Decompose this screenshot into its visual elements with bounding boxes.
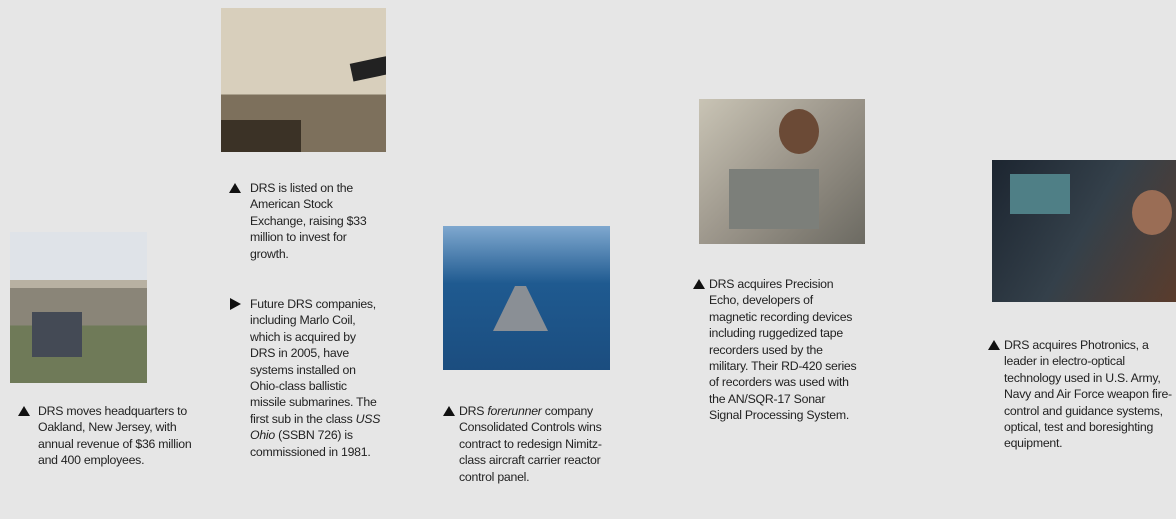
bullet bbox=[693, 279, 705, 289]
bullet bbox=[443, 406, 455, 416]
caption-text: DRS acquires Photronics, a leader in ele… bbox=[988, 337, 1176, 452]
caption-block: Future DRS companies, including Marlo Co… bbox=[229, 296, 381, 460]
caption-block: DRS acquires Photronics, a leader in ele… bbox=[988, 337, 1176, 452]
carrier-photo bbox=[443, 226, 610, 370]
caption-run: Future DRS companies, including Marlo Co… bbox=[250, 297, 377, 426]
caption-block: DRS moves headquarters to Oakland, New J… bbox=[18, 403, 203, 469]
caption-run: forerunner bbox=[487, 404, 542, 418]
bullet bbox=[18, 406, 30, 416]
stock-exchange-photo bbox=[221, 8, 386, 152]
weapon-system-photo bbox=[992, 160, 1176, 302]
caption-run: DRS is listed on the American Stock Exch… bbox=[250, 181, 367, 261]
caption-text: DRS moves headquarters to Oakland, New J… bbox=[18, 403, 203, 469]
bullet bbox=[229, 183, 241, 193]
hq-building-photo bbox=[10, 232, 147, 383]
bullet bbox=[988, 340, 1000, 350]
bullet bbox=[230, 298, 241, 310]
caption-run: USS Ohio bbox=[250, 411, 381, 443]
caption-text: DRS is listed on the American Stock Exch… bbox=[229, 180, 381, 262]
caption-text: DRS acquires Precision Echo, developers … bbox=[693, 276, 859, 424]
caption-block: DRS acquires Precision Echo, developers … bbox=[693, 276, 859, 424]
caption-run: DRS acquires Photronics, a leader in ele… bbox=[1004, 338, 1172, 451]
technician-photo bbox=[699, 99, 865, 244]
caption-run: (SSBN 726) is commissioned in 1981. bbox=[250, 428, 371, 459]
caption-text: DRS forerunner company Consolidated Cont… bbox=[443, 403, 611, 485]
caption-block: DRS is listed on the American Stock Exch… bbox=[229, 180, 381, 262]
caption-text: Future DRS companies, including Marlo Co… bbox=[229, 296, 381, 460]
caption-run: DRS moves headquarters to Oakland, New J… bbox=[38, 404, 192, 468]
caption-block: DRS forerunner company Consolidated Cont… bbox=[443, 403, 611, 485]
caption-run: DRS bbox=[459, 404, 488, 418]
caption-run: company Consolidated Controls wins contr… bbox=[459, 404, 602, 484]
caption-run: DRS acquires Precision Echo, developers … bbox=[709, 277, 857, 423]
